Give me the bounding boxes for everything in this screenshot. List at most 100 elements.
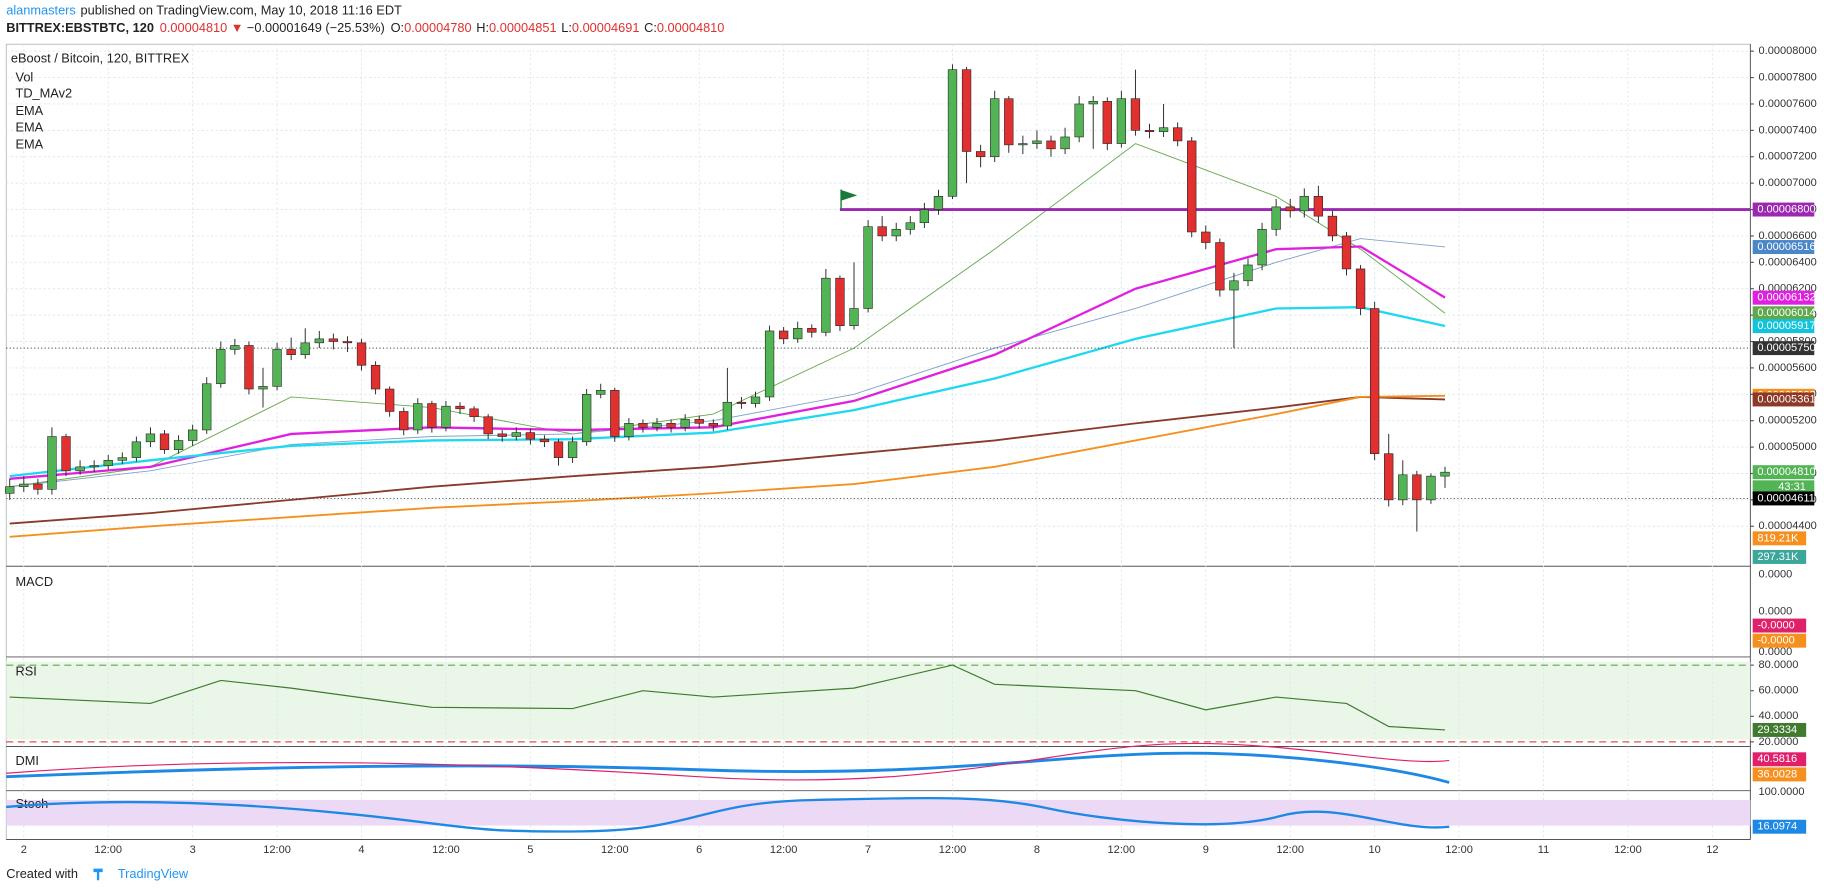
price-marker bbox=[1752, 341, 1815, 356]
candle-body bbox=[1299, 196, 1309, 212]
candle-body bbox=[230, 345, 240, 350]
x-tick-label: 12:00 bbox=[263, 844, 291, 856]
candle-body bbox=[778, 330, 789, 340]
candle-body bbox=[1046, 140, 1056, 150]
candle-body bbox=[483, 416, 493, 435]
arrow: ▼ bbox=[231, 20, 244, 35]
candle-body bbox=[975, 151, 986, 158]
candle-body bbox=[1412, 474, 1422, 501]
candle-body bbox=[652, 423, 662, 428]
dmi-tag bbox=[1752, 767, 1807, 782]
x-tick-label: 12:00 bbox=[1276, 844, 1304, 856]
candle-body bbox=[750, 396, 761, 404]
y-tick-label: 0.00007000 bbox=[1758, 177, 1816, 189]
candle-body bbox=[286, 349, 296, 356]
candle-body bbox=[1327, 215, 1338, 237]
candle-body bbox=[1215, 242, 1225, 291]
header-line: alanmasters published on TradingView.com,… bbox=[6, 3, 402, 18]
candle-body bbox=[849, 308, 859, 326]
price-marker-label: 0.00005361 bbox=[1757, 393, 1815, 405]
candle-body bbox=[919, 209, 930, 224]
indicator: EMA bbox=[16, 137, 44, 152]
panel-separators bbox=[6, 565, 1751, 840]
candle-body bbox=[385, 388, 395, 412]
x-tick-label: 6 bbox=[696, 844, 702, 856]
author[interactable]: alanmasters bbox=[6, 3, 76, 18]
candle-body bbox=[1201, 231, 1211, 243]
layer: 0.000044000.000046000.000048000.00005000… bbox=[5, 44, 1817, 856]
candle-body bbox=[525, 432, 536, 440]
candle-body bbox=[244, 345, 254, 390]
candle-body bbox=[1426, 475, 1436, 501]
macd-tag bbox=[1752, 618, 1807, 633]
candle-body bbox=[1102, 101, 1112, 144]
candle-body bbox=[821, 277, 831, 333]
macd-tag-label: -0.0000 bbox=[1757, 635, 1794, 647]
candle-body bbox=[694, 419, 704, 424]
price-marker-label: 0.00005917 bbox=[1757, 320, 1815, 332]
panel-title: MACD bbox=[16, 574, 54, 589]
candle-body bbox=[539, 438, 550, 443]
candle-body bbox=[863, 226, 873, 309]
candle-body bbox=[117, 457, 127, 461]
o-label: O: bbox=[391, 20, 405, 35]
x-tick-label: 12:00 bbox=[601, 844, 629, 856]
candle-body bbox=[1074, 103, 1084, 138]
candle-body bbox=[1355, 268, 1366, 309]
volume-tag bbox=[1752, 531, 1807, 546]
candle-body bbox=[722, 401, 733, 427]
candle-body bbox=[1158, 127, 1169, 132]
candle-body bbox=[877, 226, 887, 237]
candle-body bbox=[131, 441, 142, 458]
dmi-line-shape bbox=[6, 742, 1450, 781]
l-label: L: bbox=[561, 20, 572, 35]
candle-body bbox=[793, 328, 803, 340]
price-marker-label: 0.00006800 bbox=[1757, 203, 1815, 215]
x-tick-label: 5 bbox=[527, 844, 533, 856]
footer-brand[interactable]: TradingView bbox=[118, 866, 189, 881]
candle-body bbox=[947, 69, 958, 197]
ema-line bbox=[9, 396, 1446, 525]
candle-body bbox=[455, 405, 465, 410]
price-marker-label: 0.00005750 bbox=[1757, 342, 1815, 354]
candle-body bbox=[342, 341, 353, 344]
candle-body bbox=[399, 411, 409, 431]
candle-body bbox=[807, 328, 817, 333]
price-marker bbox=[1752, 491, 1815, 506]
rsi-tick-label: 40.0000 bbox=[1758, 710, 1798, 722]
candle-body bbox=[188, 429, 198, 441]
candle-body bbox=[1229, 280, 1239, 291]
candle-body bbox=[216, 349, 226, 385]
x-tick-label: 12:00 bbox=[770, 844, 798, 856]
stoch-line-shape bbox=[6, 796, 1450, 833]
volume-label: 297.31K bbox=[1757, 551, 1799, 563]
x-tick-label: 12:00 bbox=[94, 844, 122, 856]
y-tick-label: 0.00006600 bbox=[1758, 230, 1816, 242]
candle-body bbox=[272, 349, 282, 387]
x-tick-label: 12:00 bbox=[1614, 844, 1642, 856]
candle-body bbox=[736, 401, 747, 404]
macd-tick: 0.0000 bbox=[1758, 568, 1792, 580]
price-marker-label: 0.00006132 bbox=[1757, 292, 1815, 304]
dmi-tag-label: 36.0028 bbox=[1757, 768, 1797, 780]
y-tick-label: 0.00007200 bbox=[1758, 151, 1816, 163]
candle-body bbox=[469, 408, 479, 418]
candle-body bbox=[356, 342, 367, 366]
candle-body bbox=[1398, 474, 1408, 501]
rsi-tick-label: 80.0000 bbox=[1758, 659, 1798, 671]
candle-body bbox=[173, 440, 184, 451]
indicator: TD_MAv2 bbox=[16, 86, 73, 101]
candle-body bbox=[1116, 98, 1127, 144]
countdown-box bbox=[1752, 480, 1815, 495]
candle-body bbox=[1004, 98, 1014, 146]
candle-body bbox=[1032, 140, 1042, 144]
published: published on TradingView.com, May 10, 20… bbox=[80, 3, 402, 18]
ema-line bbox=[9, 245, 1446, 480]
candle-body bbox=[581, 394, 592, 443]
candle-body bbox=[961, 69, 972, 152]
candle-body bbox=[666, 423, 676, 428]
rsi-tick-label: 20.0000 bbox=[1758, 736, 1798, 748]
